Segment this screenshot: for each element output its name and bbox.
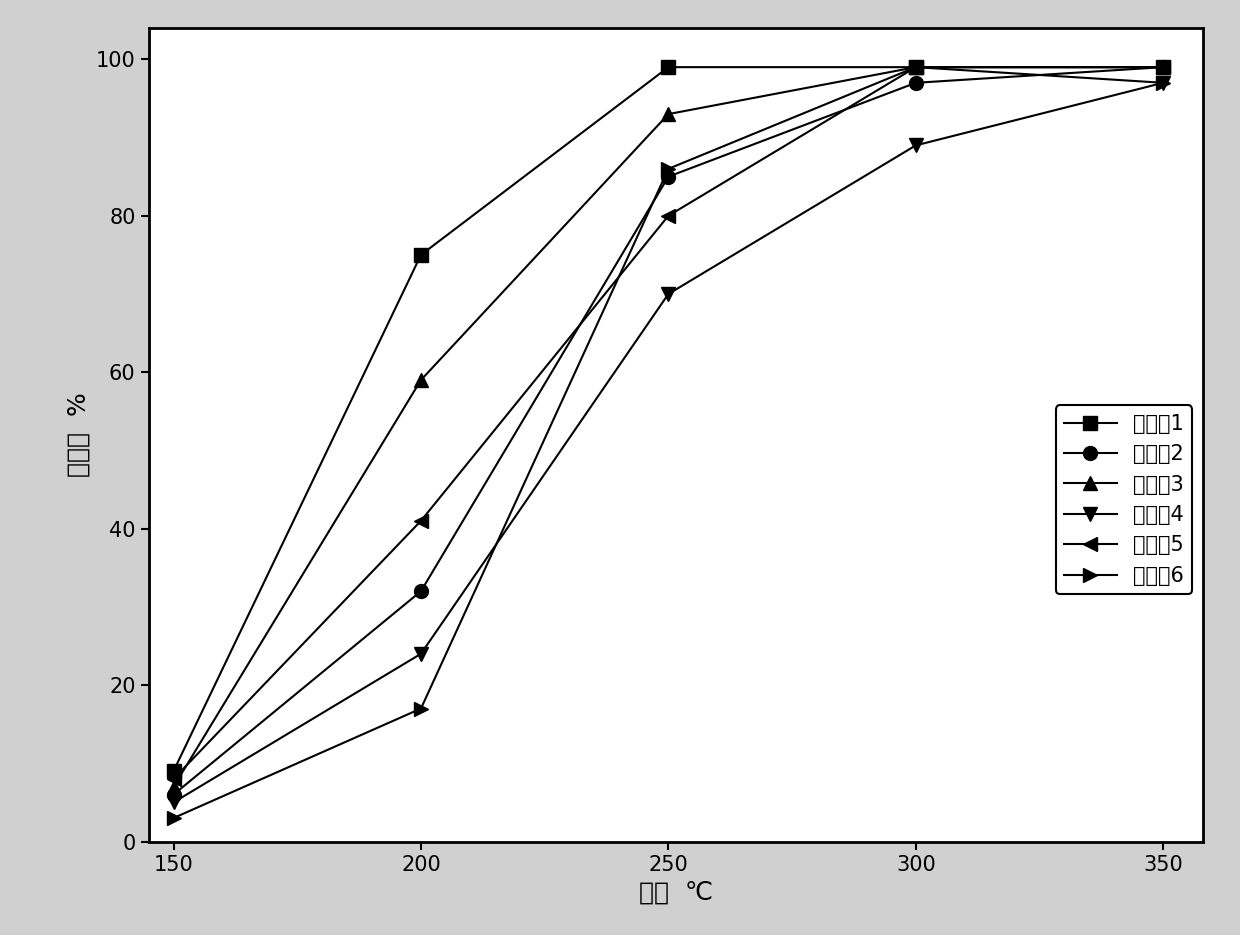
实施例3 [1156,62,1171,73]
实施例4 [1156,78,1171,89]
实施例2 [661,171,676,182]
实施例2 [1156,62,1171,73]
实施例6 [1156,78,1171,89]
实施例6 [413,703,428,714]
实施例1 [909,62,924,73]
Legend: 实施例1, 实施例2, 实施例3, 实施例4, 实施例5, 实施例6: 实施例1, 实施例2, 实施例3, 实施例4, 实施例5, 实施例6 [1056,406,1193,595]
实施例5 [413,515,428,526]
实施例4 [166,797,181,808]
实施例1 [661,62,676,73]
实施例6 [166,813,181,824]
Line: 实施例3: 实施例3 [166,60,1171,794]
实施例4 [413,648,428,659]
Line: 实施例1: 实施例1 [166,60,1171,778]
实施例2 [413,585,428,597]
Line: 实施例2: 实施例2 [166,60,1171,801]
实施例6 [661,164,676,175]
Line: 实施例5: 实施例5 [166,60,1171,786]
实施例1 [1156,62,1171,73]
实施例2 [909,78,924,89]
实施例1 [166,766,181,777]
实施例4 [909,139,924,151]
实施例3 [909,62,924,73]
实施例6 [909,62,924,73]
实施例5 [1156,62,1171,73]
Y-axis label: 转化率  %: 转化率 % [66,393,91,477]
实施例3 [661,108,676,120]
实施例3 [166,781,181,792]
实施例5 [166,773,181,784]
Line: 实施例4: 实施例4 [166,76,1171,810]
实施例3 [413,374,428,385]
实施例4 [661,288,676,299]
实施例5 [661,210,676,222]
实施例1 [413,250,428,261]
X-axis label: 温度  ℃: 温度 ℃ [639,880,713,904]
Line: 实施例6: 实施例6 [166,60,1171,825]
实施例5 [909,62,924,73]
实施例2 [166,789,181,800]
